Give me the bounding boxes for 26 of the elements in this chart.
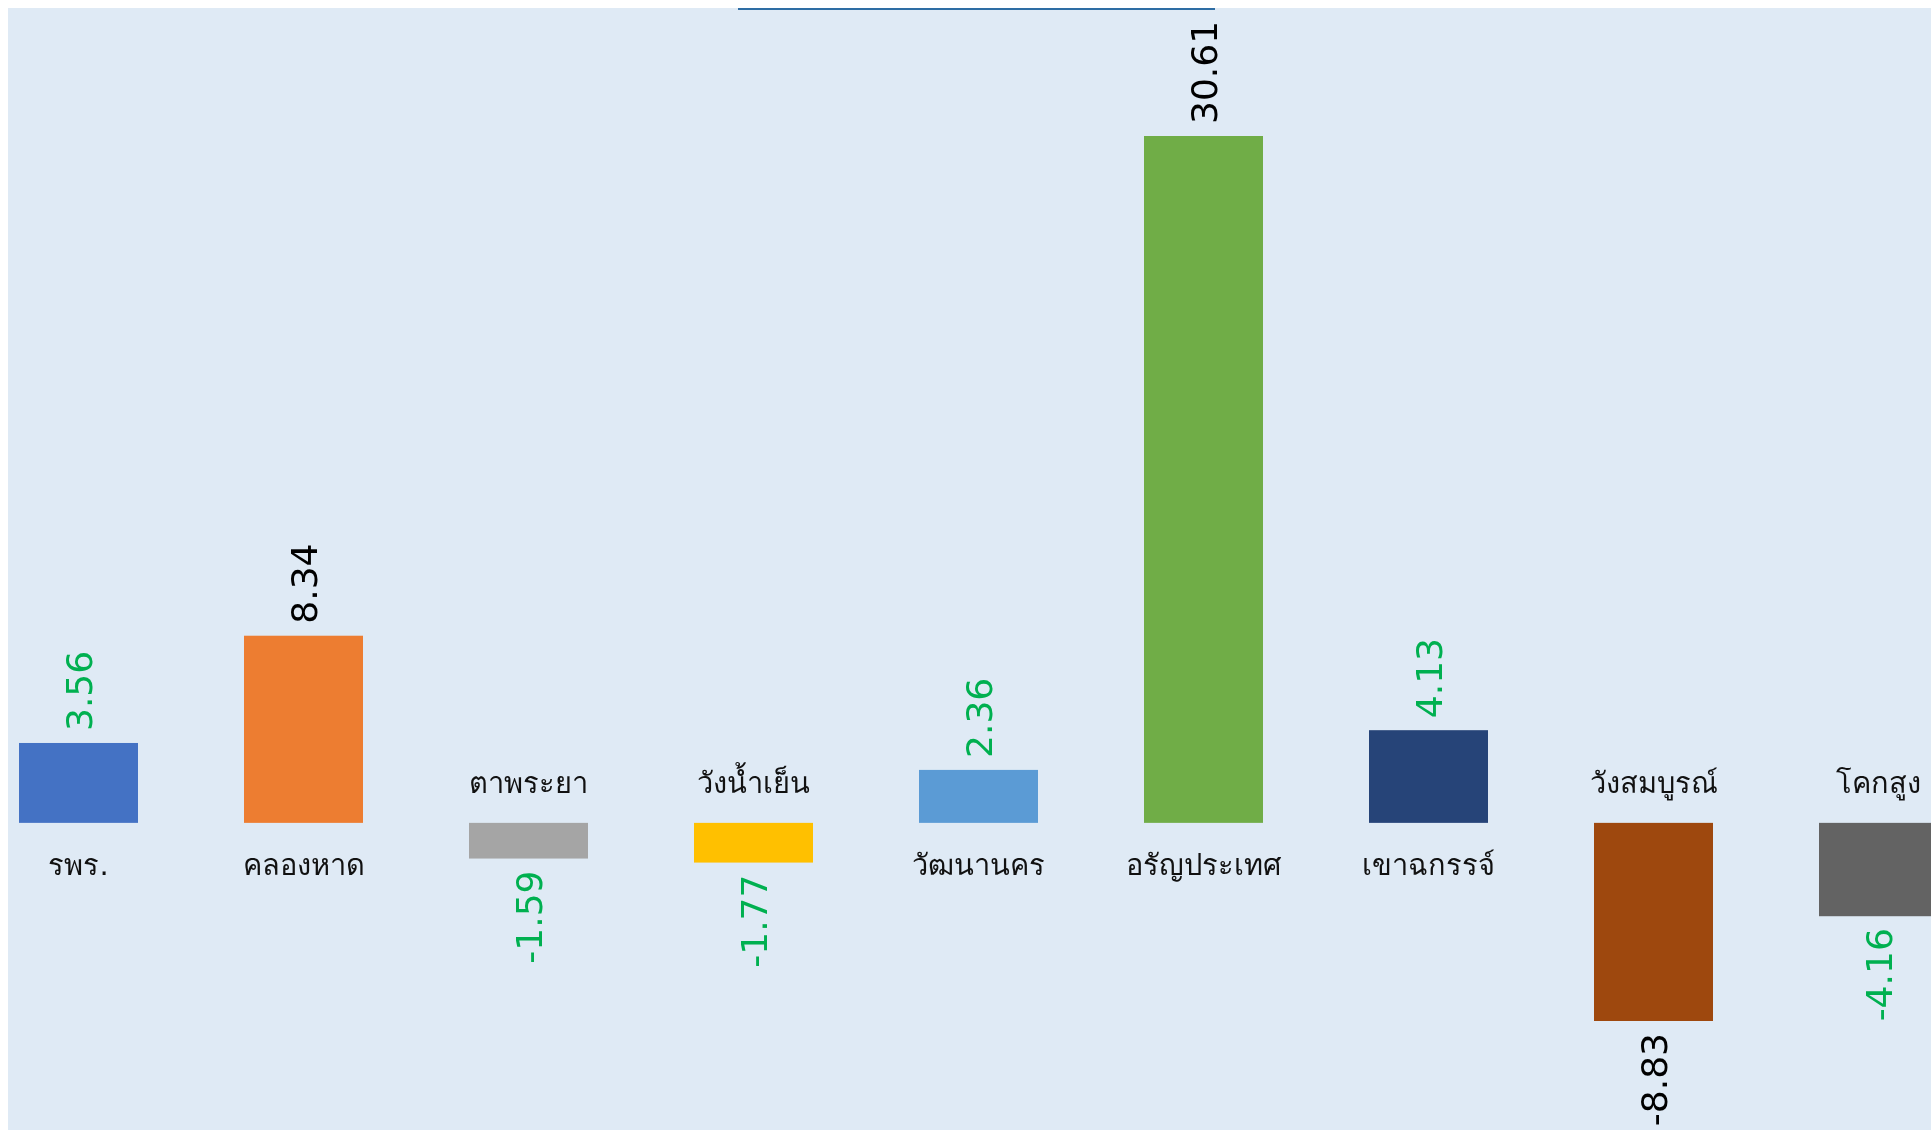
x-tick-label: ตาพระยา [469,765,588,800]
bar [1369,730,1488,823]
bar [19,742,138,823]
bar [244,635,363,823]
x-tick-label: เขาฉกรรจ์ [1362,847,1495,882]
data-label: -8.83 [1633,1033,1675,1127]
bar [1594,822,1713,1021]
data-label: 8.34 [283,543,325,624]
x-tick-label: คลองหาด [242,847,365,882]
x-tick-label: อรัญประเทศ [1126,847,1282,882]
bar [694,822,813,863]
data-label: 3.56 [58,650,100,731]
x-tick-label: วังน้ำเย็น [697,761,810,800]
data-label: 4.13 [1408,638,1450,719]
data-label: -1.59 [508,870,550,964]
x-tick-label: รพร. [48,847,109,882]
bar [919,769,1038,823]
data-label: -4.16 [1858,928,1900,1022]
data-label: 30.61 [1183,20,1225,124]
data-label: 2.36 [958,677,1000,758]
x-tick-label: วัฒนานคร [912,847,1045,882]
bar [1144,136,1263,823]
x-tick-label: โคกสูง [1836,765,1921,801]
x-tick-label: วังสมบูรณ์ [1589,765,1718,801]
bar [469,822,588,859]
data-label: -1.77 [733,874,775,968]
